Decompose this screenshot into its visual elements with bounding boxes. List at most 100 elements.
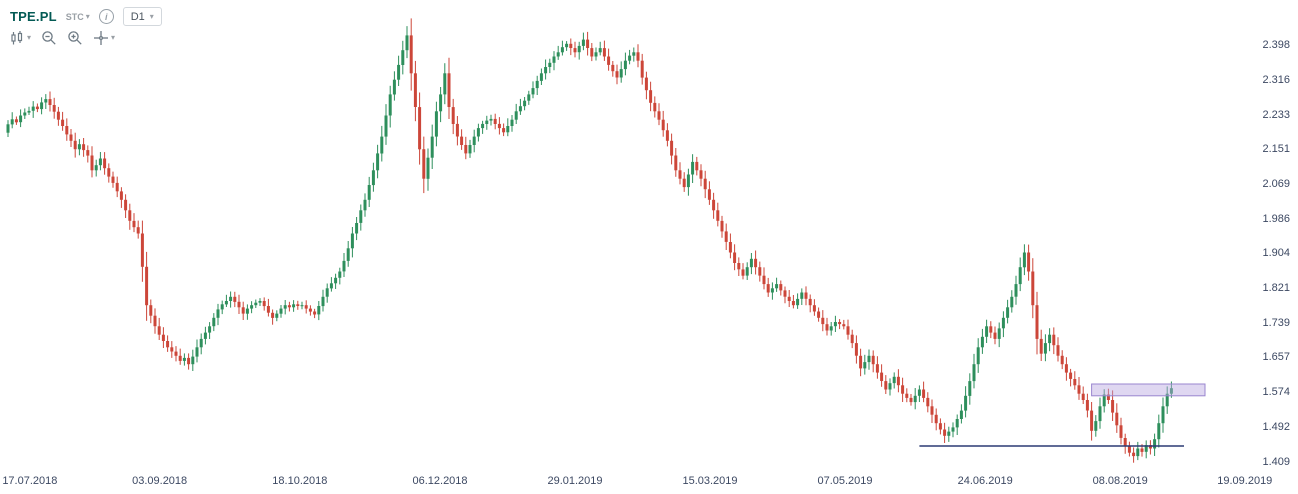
candle-body bbox=[976, 347, 980, 365]
candle-body bbox=[422, 149, 426, 179]
candle-body bbox=[313, 311, 317, 315]
candle-body bbox=[203, 332, 207, 339]
candle-body bbox=[514, 111, 518, 120]
candle-body bbox=[224, 301, 228, 305]
chevron-down-icon: ▾ bbox=[85, 11, 90, 21]
candle-body bbox=[615, 71, 619, 78]
candle-body bbox=[863, 362, 867, 369]
candle-body bbox=[82, 144, 86, 151]
time-axis[interactable]: 17.07.2018 03.09.2018 18.10.2018 06.12.2018… bbox=[0, 470, 1298, 494]
candle-body bbox=[271, 312, 275, 318]
candle-body bbox=[1123, 438, 1127, 447]
candle-body bbox=[1018, 267, 1022, 285]
candle-body bbox=[539, 73, 543, 81]
candle-body bbox=[161, 334, 165, 341]
candle-body bbox=[825, 324, 829, 331]
candle-body bbox=[1035, 305, 1039, 339]
candle-body bbox=[40, 102, 44, 110]
candle-body bbox=[166, 341, 170, 348]
price-axis[interactable]: 2.398 2.316 2.233 2.151 2.069 1.986 1.904 1.821… bbox=[1244, 0, 1298, 470]
price-label: 1.409 bbox=[1262, 455, 1290, 468]
candle-body bbox=[77, 144, 81, 150]
resistance-zone[interactable] bbox=[1091, 383, 1206, 397]
candle-body bbox=[867, 355, 871, 363]
candle-body bbox=[812, 305, 816, 312]
candle-body bbox=[997, 328, 1001, 339]
candle-body bbox=[880, 372, 884, 381]
candle-body bbox=[686, 174, 690, 188]
candle-body bbox=[598, 48, 602, 53]
candle-body bbox=[909, 397, 913, 403]
candle-body bbox=[821, 317, 825, 325]
candle-body bbox=[380, 136, 384, 154]
candle-body bbox=[35, 106, 39, 110]
candle-body bbox=[1165, 393, 1169, 407]
candle-body bbox=[791, 301, 795, 306]
candle-body bbox=[728, 242, 732, 253]
candle-body bbox=[628, 55, 632, 61]
candle-body bbox=[506, 126, 510, 133]
candle-body bbox=[934, 414, 938, 424]
candle-body bbox=[27, 110, 31, 113]
chart-type-button[interactable]: ▾ bbox=[8, 29, 32, 47]
candle-body bbox=[905, 393, 909, 398]
candle-body bbox=[1069, 372, 1073, 379]
candle-body bbox=[250, 305, 254, 309]
candle-body bbox=[712, 199, 716, 211]
candle-body bbox=[888, 383, 892, 390]
candle-body bbox=[14, 119, 18, 123]
candle-body bbox=[968, 381, 972, 396]
candle-body bbox=[153, 315, 157, 327]
date-label: 07.05.2019 bbox=[817, 475, 873, 487]
candle-body bbox=[787, 296, 791, 301]
chevron-down-icon: ▾ bbox=[27, 33, 32, 42]
candle-body bbox=[1048, 334, 1052, 344]
chevron-down-icon: ▾ bbox=[111, 33, 116, 42]
candle-body bbox=[636, 52, 640, 61]
candle-body bbox=[119, 191, 123, 200]
timeframe-label: D1 bbox=[130, 10, 145, 23]
candle-body bbox=[237, 301, 241, 308]
price-label: 1.739 bbox=[1262, 316, 1290, 329]
candle-body bbox=[1060, 355, 1064, 365]
candle-body bbox=[229, 296, 233, 301]
candle-body bbox=[833, 322, 837, 327]
candle-body bbox=[145, 266, 149, 306]
candle-body bbox=[1127, 446, 1131, 453]
info-icon[interactable]: i bbox=[98, 9, 114, 24]
candle-body bbox=[434, 111, 438, 137]
crosshair-button[interactable]: ▾ bbox=[92, 29, 116, 47]
candle-body bbox=[1102, 394, 1106, 407]
candle-body bbox=[691, 161, 695, 175]
candle-body bbox=[804, 292, 808, 299]
candle-body bbox=[245, 308, 249, 314]
candlestick-chart[interactable] bbox=[0, 0, 1298, 470]
candle-body bbox=[287, 305, 291, 308]
zoom-in-button[interactable] bbox=[66, 29, 84, 47]
price-label: 1.904 bbox=[1262, 247, 1290, 260]
candle-body bbox=[1014, 284, 1018, 297]
candle-body bbox=[212, 317, 216, 327]
candle-body bbox=[355, 223, 359, 234]
candle-body bbox=[1153, 439, 1157, 449]
zoom-out-button[interactable] bbox=[40, 29, 58, 47]
candle-body bbox=[762, 275, 766, 285]
candle-body bbox=[699, 170, 703, 179]
candle-body bbox=[1098, 406, 1102, 422]
candle-body bbox=[329, 283, 333, 289]
symbol-variant-dropdown[interactable]: STC ▾ bbox=[66, 12, 90, 22]
candle-body bbox=[10, 119, 14, 125]
timeframe-button[interactable]: D1 ▾ bbox=[122, 7, 162, 26]
candle-body bbox=[481, 123, 485, 129]
candle-body bbox=[901, 385, 905, 394]
candle-body bbox=[292, 304, 296, 308]
symbol-name[interactable]: TPE.PL bbox=[10, 9, 57, 24]
price-label: 2.398 bbox=[1262, 39, 1290, 52]
candle-body bbox=[548, 62, 552, 67]
candle-body bbox=[430, 136, 434, 158]
candle-body bbox=[510, 119, 514, 126]
candle-body bbox=[586, 39, 590, 48]
candle-body bbox=[468, 145, 472, 154]
candle-body bbox=[472, 136, 476, 145]
candle-body bbox=[854, 343, 858, 356]
